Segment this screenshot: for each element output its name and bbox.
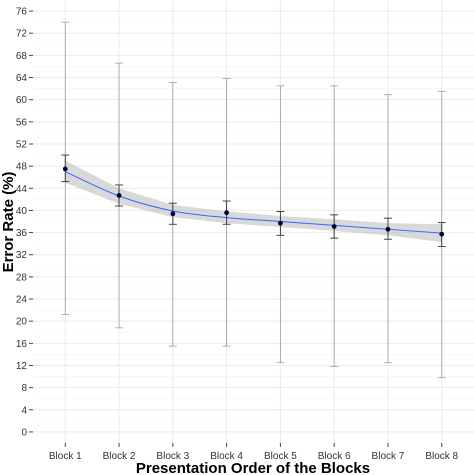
point-layer xyxy=(62,166,445,237)
data-point xyxy=(116,193,122,198)
y-tick-label: 32 xyxy=(16,250,28,261)
y-tick-label: 0 xyxy=(21,427,27,438)
y-axis-title: Error Rate (%) xyxy=(0,172,17,273)
y-tick-label: 60 xyxy=(16,95,28,106)
sd-errorbar-layer xyxy=(61,21,446,379)
x-tick-label: Block 3 xyxy=(156,451,189,462)
data-point xyxy=(170,211,176,217)
y-tick-label: 40 xyxy=(16,206,28,217)
major-gridlines xyxy=(33,0,474,443)
data-point xyxy=(277,220,283,226)
x-axis-title: Presentation Order of the Blocks xyxy=(136,460,370,475)
y-tick-label: 52 xyxy=(16,139,28,150)
data-point xyxy=(224,210,230,216)
confidence-band xyxy=(65,160,442,242)
confidence-band-layer xyxy=(65,160,442,242)
data-point xyxy=(331,224,337,229)
y-tick-label: 12 xyxy=(16,361,28,372)
y-tick-label: 76 xyxy=(16,7,28,18)
y-tick-label: 20 xyxy=(16,317,28,328)
y-tick-label: 44 xyxy=(16,184,28,195)
y-tick-label: 56 xyxy=(16,117,28,128)
x-tick-label: Block 6 xyxy=(318,451,351,462)
data-point xyxy=(439,231,445,237)
y-tick-label: 72 xyxy=(16,29,28,40)
x-axis: Block 1 Block 2 Block 3 Block 4 Block 5 Block… xyxy=(49,443,459,462)
y-tick-label: 4 xyxy=(21,405,27,416)
y-tick-label: 24 xyxy=(16,295,28,306)
y-tick-label: 36 xyxy=(16,228,28,239)
y-tick-label: 8 xyxy=(21,383,27,394)
smooth-fit-layer xyxy=(65,171,442,234)
x-tick-label: Block 1 xyxy=(49,451,82,462)
data-point xyxy=(62,166,68,172)
y-tick-label: 68 xyxy=(16,51,28,62)
y-tick-label: 16 xyxy=(16,339,28,350)
smooth-fit-line xyxy=(65,171,442,234)
x-tick-label: Block 7 xyxy=(372,451,405,462)
x-tick-label: Block 8 xyxy=(425,451,458,462)
y-tick-label: 64 xyxy=(16,73,28,84)
x-tick-label: Block 2 xyxy=(103,451,136,462)
x-tick-label: Block 4 xyxy=(210,451,243,462)
y-tick-label: 48 xyxy=(16,162,28,173)
se-errorbar-layer xyxy=(61,154,446,247)
y-tick-label: 28 xyxy=(16,272,28,283)
data-point xyxy=(385,226,391,232)
x-tick-label: Block 5 xyxy=(264,451,297,462)
